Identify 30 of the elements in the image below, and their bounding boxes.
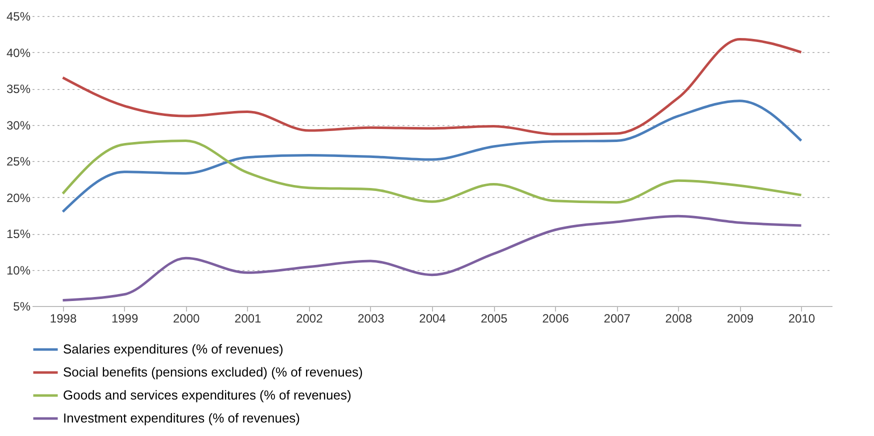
x-tick-label: 2003 (358, 312, 385, 326)
x-tick-label: 2009 (726, 312, 754, 326)
y-tick-label: 45% (6, 10, 31, 24)
line-series (62, 139, 802, 204)
y-tick-label: 25% (6, 154, 31, 168)
y-tick-label: 20% (6, 190, 31, 205)
x-tick-label: 2000 (172, 312, 200, 326)
legend-label: Social benefits (pensions excluded) (% of revenues) (63, 364, 363, 380)
x-tick-label: 2010 (788, 312, 816, 326)
line-series (62, 214, 802, 302)
y-tick-label: 5% (13, 300, 31, 314)
y-tick-label: 40% (6, 46, 31, 60)
x-tick-label: 2006 (542, 312, 570, 326)
x-tick-label: 1999 (111, 312, 138, 326)
y-tick-label: 30% (6, 118, 31, 132)
y-tick-label: 15% (6, 227, 31, 241)
legend-label: Investment expenditures (% of revenues) (63, 410, 300, 426)
legend-label: Salaries expenditures (% of revenues) (63, 342, 284, 356)
line-series (62, 100, 802, 213)
y-tick-label: 35% (6, 82, 31, 96)
x-tick-label: 2002 (296, 312, 324, 326)
y-tick-label: 10% (6, 263, 31, 278)
x-tick-label: 1998 (50, 312, 77, 326)
x-tick-label: 2008 (665, 312, 692, 326)
legend-label: Goods and services expenditures (% of revenues) (63, 388, 352, 402)
x-tick-label: 2007 (604, 312, 631, 326)
x-tick-label: 2001 (234, 312, 262, 326)
x-tick-label: 2005 (480, 312, 508, 326)
line-series (62, 38, 802, 136)
x-tick-label: 2004 (419, 312, 446, 326)
